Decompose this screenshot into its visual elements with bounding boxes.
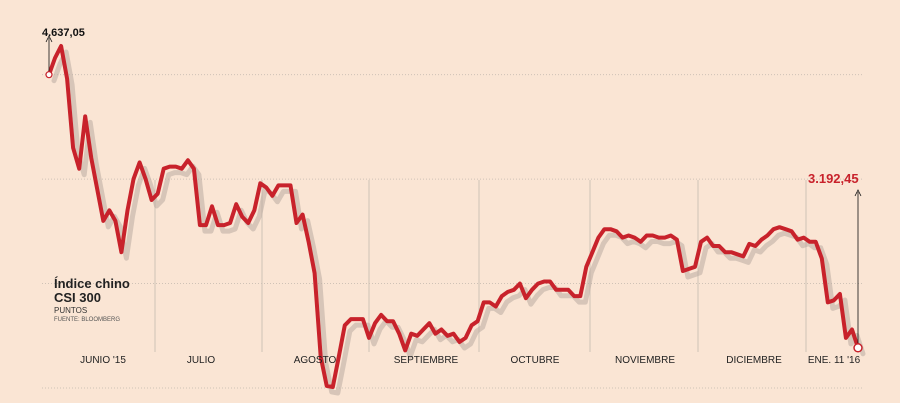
month-labels: JUNIO '15 JULIO AGOSTO SEPTIEMBRE OCTUBRE NOV…	[80, 355, 860, 366]
chart-title: Índice chino	[54, 276, 130, 291]
end-point-marker	[853, 343, 863, 353]
max-value-label: 4.637,05	[42, 27, 85, 39]
month-label-7: ENE. 11 '16	[808, 355, 861, 366]
series-layer	[47, 44, 866, 396]
month-label-0: JUNIO '15	[80, 355, 126, 366]
chart-title-line2: CSI 300	[54, 290, 101, 305]
month-label-4: OCTUBRE	[511, 355, 560, 366]
month-label-1: JULIO	[187, 355, 216, 366]
points-layer	[45, 35, 863, 353]
month-label-3: SEPTIEMBRE	[394, 355, 459, 366]
month-label-2: AGOSTO	[294, 355, 337, 366]
series-line	[47, 44, 860, 389]
source-note: FUENTE: BLOOMBERG	[54, 317, 120, 323]
start-point-marker	[45, 71, 53, 79]
last-arrow-head	[854, 189, 862, 197]
max-arrow-head	[45, 35, 53, 43]
last-value-label: 3.192,45	[808, 171, 859, 186]
month-label-5: NOVIEMBRE	[615, 355, 675, 366]
y-axis-unit: PUNTOS	[54, 306, 87, 315]
month-label-6: DICIEMBRE	[726, 355, 782, 366]
